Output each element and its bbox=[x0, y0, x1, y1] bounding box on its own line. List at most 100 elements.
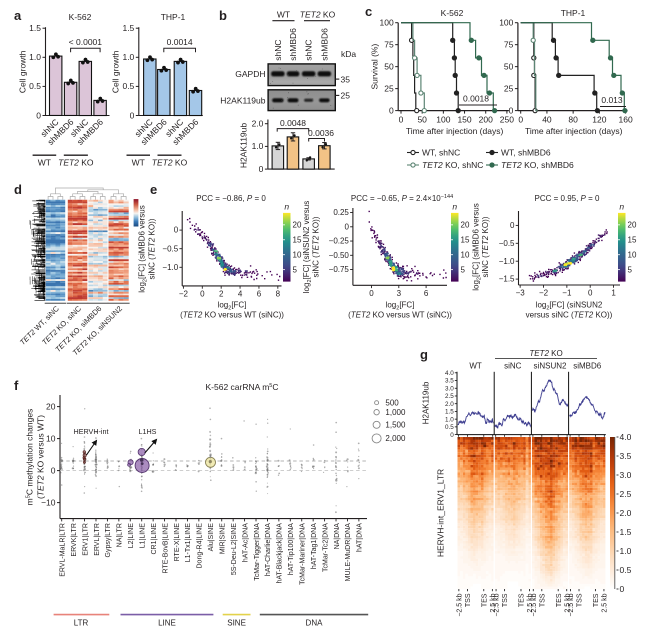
svg-text:TET2 KO, shNC: TET2 KO, shNC bbox=[422, 160, 483, 170]
svg-text:3.0: 3.0 bbox=[620, 470, 632, 480]
svg-text:TES: TES bbox=[481, 593, 488, 607]
svg-text:−1.5: −1.5 bbox=[499, 275, 515, 284]
svg-text:hAT-Charlie|DNA: hAT-Charlie|DNA bbox=[265, 523, 272, 576]
svg-text:THP-1: THP-1 bbox=[161, 12, 186, 22]
svg-text:2: 2 bbox=[219, 289, 224, 298]
svg-text:DNA: DNA bbox=[306, 619, 324, 628]
svg-text:200: 200 bbox=[479, 115, 493, 125]
svg-text:4: 4 bbox=[238, 289, 243, 298]
svg-text:0: 0 bbox=[399, 115, 404, 125]
svg-text:1.0: 1.0 bbox=[445, 416, 454, 423]
svg-text:100: 100 bbox=[436, 115, 450, 125]
svg-text:RTE-X|LINE: RTE-X|LINE bbox=[174, 523, 181, 562]
svg-text:TSS: TSS bbox=[577, 593, 584, 607]
svg-text:TET2 KO, shMBD6: TET2 KO, shMBD6 bbox=[501, 160, 574, 170]
svg-text:L2|LINE: L2|LINE bbox=[128, 523, 135, 548]
svg-text:0: 0 bbox=[36, 110, 41, 120]
svg-text:TET2 KO: TET2 KO bbox=[152, 158, 188, 168]
svg-text:Dong-R4|LINE: Dong-R4|LINE bbox=[197, 523, 204, 569]
svg-text:hAT|DNA: hAT|DNA bbox=[357, 523, 364, 552]
svg-text:ERV1|LTR: ERV1|LTR bbox=[82, 523, 89, 556]
svg-text:2.5 kb: 2.5 kb bbox=[602, 593, 609, 612]
svg-text:0.5: 0.5 bbox=[445, 424, 454, 431]
svg-text:−1.0: −1.0 bbox=[499, 257, 515, 266]
svg-text:hAT-Blackjack|DNA: hAT-Blackjack|DNA bbox=[277, 523, 284, 584]
svg-text:5: 5 bbox=[293, 265, 298, 274]
svg-text:Cell growth: Cell growth bbox=[111, 50, 121, 93]
svg-text:ERVL-MaLR|LTR: ERVL-MaLR|LTR bbox=[60, 523, 67, 577]
svg-text:MIR|SINE: MIR|SINE bbox=[220, 523, 227, 554]
svg-text:0.013: 0.013 bbox=[601, 95, 623, 105]
svg-text:WT, shMBD6: WT, shMBD6 bbox=[501, 147, 551, 157]
svg-text:1,000: 1,000 bbox=[385, 408, 406, 417]
svg-text:1,500: 1,500 bbox=[385, 421, 406, 430]
svg-text:H2AK119ub: H2AK119ub bbox=[239, 123, 249, 168]
svg-text:0: 0 bbox=[450, 432, 454, 439]
svg-text:2.5 kb: 2.5 kb bbox=[564, 593, 571, 612]
svg-text:20: 20 bbox=[628, 220, 637, 229]
svg-text:K-562: K-562 bbox=[69, 12, 92, 22]
svg-text:0.25: 0.25 bbox=[333, 208, 349, 217]
svg-text:n: n bbox=[619, 202, 624, 212]
svg-text:ERVK|LTR: ERVK|LTR bbox=[71, 523, 78, 556]
svg-text:50: 50 bbox=[504, 61, 514, 71]
svg-text:TET2 KO: TET2 KO bbox=[58, 158, 94, 168]
svg-text:hAT-Ac|DNA: hAT-Ac|DNA bbox=[242, 523, 249, 562]
svg-text:20: 20 bbox=[461, 220, 470, 229]
svg-text:0: 0 bbox=[174, 226, 179, 235]
svg-text:(TET2 KO versus WT (siNC)): (TET2 KO versus WT (siNC)) bbox=[180, 311, 284, 320]
svg-text:TET2 KO: TET2 KO bbox=[300, 10, 336, 20]
svg-text:50: 50 bbox=[384, 61, 394, 71]
svg-text:c: c bbox=[365, 4, 372, 19]
svg-text:0: 0 bbox=[369, 289, 374, 298]
svg-text:35: 35 bbox=[341, 74, 351, 84]
svg-text:NA|DNA: NA|DNA bbox=[334, 523, 341, 550]
svg-text:5: 5 bbox=[628, 265, 633, 274]
svg-text:SINE: SINE bbox=[227, 619, 246, 628]
svg-text:L1|LINE: L1|LINE bbox=[140, 523, 147, 548]
svg-text:500: 500 bbox=[385, 399, 399, 408]
svg-text:2,000: 2,000 bbox=[385, 434, 406, 443]
svg-text:m5C methylation changes: m5C methylation changes bbox=[25, 409, 35, 506]
svg-text:TES: TES bbox=[519, 593, 526, 607]
svg-text:f: f bbox=[14, 378, 19, 393]
svg-text:25: 25 bbox=[341, 91, 351, 101]
svg-text:log2[FC]: log2[FC] bbox=[218, 301, 247, 312]
svg-text:15: 15 bbox=[461, 235, 470, 244]
svg-text:Alu|SINE: Alu|SINE bbox=[208, 523, 215, 552]
svg-text:120: 120 bbox=[592, 115, 606, 125]
svg-text:4.0: 4.0 bbox=[620, 432, 632, 442]
svg-text:2.0: 2.0 bbox=[620, 508, 632, 518]
svg-text:GAPDH: GAPDH bbox=[235, 69, 265, 79]
svg-text:TSS: TSS bbox=[502, 593, 509, 607]
svg-text:(TET2 KO versus WT): (TET2 KO versus WT) bbox=[36, 415, 46, 499]
svg-text:Cell growth: Cell growth bbox=[18, 50, 28, 93]
svg-text:LINE: LINE bbox=[158, 619, 176, 628]
svg-text:0: 0 bbox=[510, 221, 515, 230]
svg-text:−2: −2 bbox=[539, 289, 549, 298]
svg-text:25: 25 bbox=[384, 83, 394, 93]
svg-text:hAT-Tip100|DNA: hAT-Tip100|DNA bbox=[288, 523, 295, 575]
svg-text:−0.25: −0.25 bbox=[329, 237, 350, 246]
svg-text:5S-Deu-L2|SINE: 5S-Deu-L2|SINE bbox=[231, 523, 238, 575]
svg-text:20: 20 bbox=[46, 401, 56, 411]
svg-text:H2AK119ub: H2AK119ub bbox=[422, 381, 431, 424]
svg-text:10: 10 bbox=[461, 250, 470, 259]
svg-text:0: 0 bbox=[588, 289, 593, 298]
svg-text:0: 0 bbox=[509, 105, 514, 115]
svg-text:LTR: LTR bbox=[74, 619, 89, 628]
svg-text:RTE-BovB|LINE: RTE-BovB|LINE bbox=[162, 523, 169, 574]
svg-text:40: 40 bbox=[542, 115, 552, 125]
svg-text:3.5: 3.5 bbox=[620, 451, 632, 461]
svg-text:0: 0 bbox=[51, 465, 56, 475]
svg-text:−2: −2 bbox=[179, 289, 189, 298]
svg-text:1.0: 1.0 bbox=[252, 141, 264, 151]
svg-text:TES: TES bbox=[593, 593, 600, 607]
svg-text:80: 80 bbox=[568, 115, 578, 125]
svg-text:−2.5 kb: −2.5 kb bbox=[494, 593, 501, 616]
svg-text:kDa: kDa bbox=[341, 49, 356, 59]
svg-text:PCC = −0.86, P = 0: PCC = −0.86, P = 0 bbox=[196, 194, 266, 203]
svg-text:siMBD6: siMBD6 bbox=[573, 362, 602, 371]
svg-text:0.5: 0.5 bbox=[29, 81, 41, 91]
svg-text:n: n bbox=[452, 202, 457, 212]
